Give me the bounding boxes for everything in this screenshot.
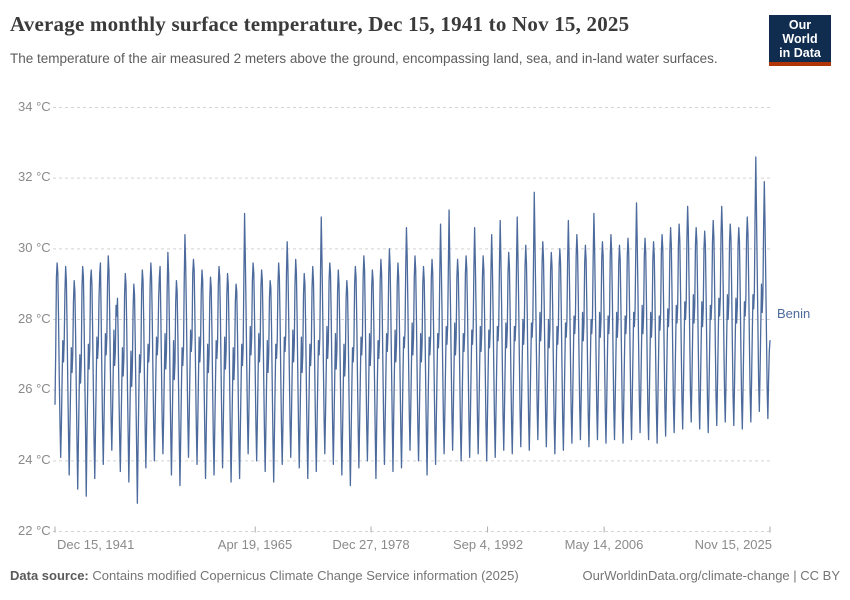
y-axis-tick-label: 22 °C bbox=[18, 523, 51, 538]
x-axis-tick-label: Apr 19, 1965 bbox=[217, 537, 293, 552]
chart-subtitle: The temperature of the air measured 2 me… bbox=[10, 51, 718, 66]
owid-logo-box: Our World in Data bbox=[769, 15, 831, 62]
data-source-label: Data source: bbox=[10, 568, 89, 583]
owid-logo-line2: in Data bbox=[779, 46, 821, 60]
owid-logo-line1: Our World bbox=[782, 18, 818, 46]
series-entity-label[interactable]: Benin bbox=[777, 306, 811, 321]
temperature-series-line[interactable] bbox=[54, 156, 771, 504]
y-axis-tick-label: 30 °C bbox=[18, 240, 51, 255]
y-axis-tick-label: 26 °C bbox=[18, 381, 51, 396]
data-source-note: Data source: Contains modified Copernicu… bbox=[10, 568, 519, 583]
x-axis-tick-label: Nov 15, 2025 bbox=[694, 537, 772, 552]
y-axis-tick-label: 24 °C bbox=[18, 452, 51, 467]
y-axis-tick-label: 34 °C bbox=[18, 99, 51, 114]
x-axis-tick-label: May 14, 2006 bbox=[564, 537, 644, 552]
x-axis-tick-label: Dec 27, 1978 bbox=[332, 537, 410, 552]
owid-citation-link[interactable]: OurWorldinData.org/climate-change | CC B… bbox=[582, 568, 840, 583]
owid-logo[interactable]: Our World in Data bbox=[769, 15, 831, 66]
y-axis-tick-label: 32 °C bbox=[18, 169, 51, 184]
owid-logo-accent-bar bbox=[769, 62, 831, 66]
y-axis-tick-label: 28 °C bbox=[18, 311, 51, 326]
x-axis-tick-label: Sep 4, 1992 bbox=[452, 537, 524, 552]
x-axis-tick-label: Dec 15, 1941 bbox=[57, 537, 135, 552]
chart-title: Average monthly surface temperature, Dec… bbox=[10, 12, 630, 36]
data-source-text: Contains modified Copernicus Climate Cha… bbox=[88, 568, 519, 583]
